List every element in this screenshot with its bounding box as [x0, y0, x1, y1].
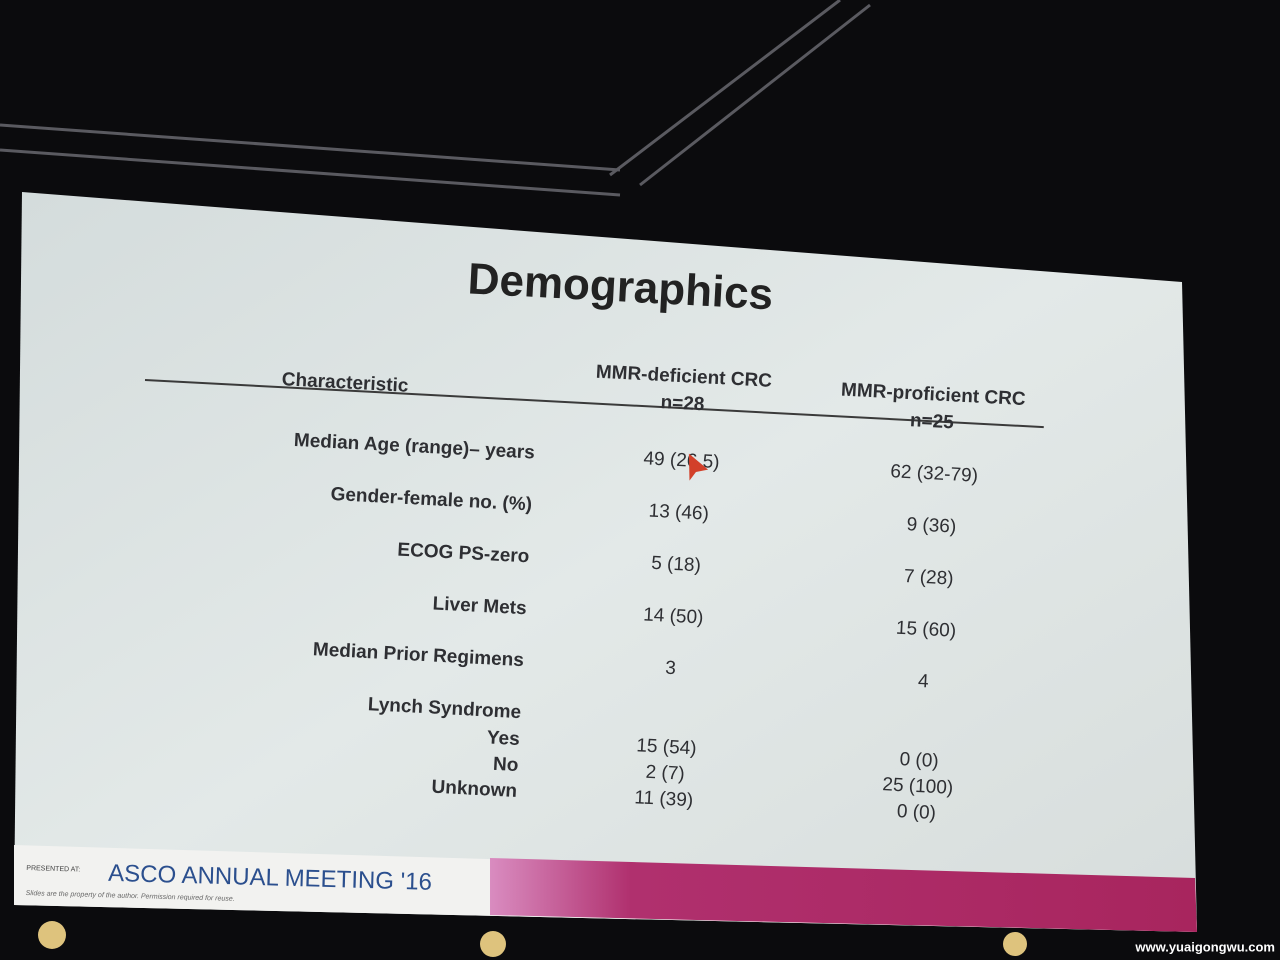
footer-pattern	[490, 858, 1197, 932]
sub-label: Unknown	[431, 777, 517, 802]
cell: 15 (60)	[895, 618, 956, 642]
column-n: n=25	[909, 410, 954, 433]
sub-label: Yes	[486, 727, 520, 750]
cell: 3	[665, 658, 677, 680]
cell: 4	[917, 671, 929, 693]
cell: 5 (18)	[651, 553, 702, 577]
cell: 2 (7)	[645, 762, 685, 785]
truss	[0, 0, 871, 197]
cell: 13 (46)	[648, 501, 709, 525]
cursor	[688, 453, 709, 481]
header-rule	[144, 379, 1044, 429]
cell: 14 (50)	[643, 604, 704, 628]
watermark: www.yuaigongwu.com	[1134, 939, 1275, 954]
sub-label: No	[492, 754, 518, 776]
column-n: n=28	[660, 392, 705, 415]
presented-label: PRESENTED AT:	[26, 865, 80, 874]
cell: 11 (39)	[634, 787, 694, 811]
cell: 9 (36)	[906, 514, 957, 538]
row-label: Liver Mets	[432, 593, 527, 619]
cell: 49 (26 5)	[643, 448, 720, 473]
slide	[14, 192, 1197, 932]
light	[1003, 932, 1027, 956]
light	[38, 921, 66, 949]
cell: 25 (100)	[882, 774, 954, 799]
cell: 0 (0)	[896, 801, 936, 824]
cell: 7 (28)	[903, 566, 954, 590]
light	[480, 931, 506, 957]
cell: 0 (0)	[899, 749, 939, 772]
cell: 15 (54)	[636, 735, 697, 759]
cell: 62 (32-79)	[890, 461, 979, 487]
